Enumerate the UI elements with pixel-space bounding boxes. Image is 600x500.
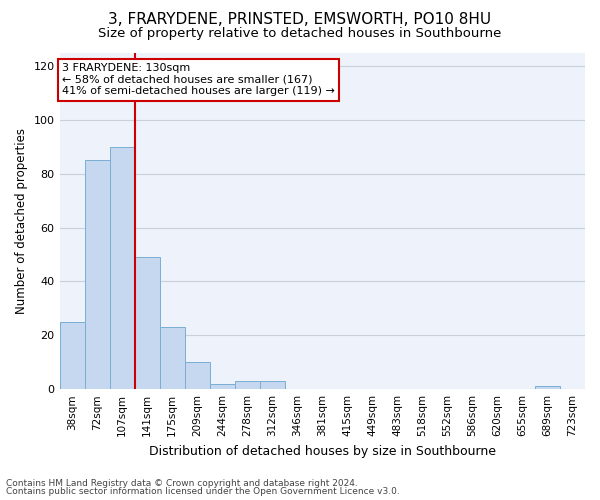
Bar xyxy=(185,362,209,389)
Bar xyxy=(235,381,260,389)
Text: 3, FRARYDENE, PRINSTED, EMSWORTH, PO10 8HU: 3, FRARYDENE, PRINSTED, EMSWORTH, PO10 8… xyxy=(109,12,491,28)
Y-axis label: Number of detached properties: Number of detached properties xyxy=(15,128,28,314)
Text: 3 FRARYDENE: 130sqm
← 58% of detached houses are smaller (167)
41% of semi-detac: 3 FRARYDENE: 130sqm ← 58% of detached ho… xyxy=(62,64,335,96)
Bar xyxy=(59,322,85,389)
Text: Contains HM Land Registry data © Crown copyright and database right 2024.: Contains HM Land Registry data © Crown c… xyxy=(6,478,358,488)
Bar xyxy=(160,327,185,389)
Text: Contains public sector information licensed under the Open Government Licence v3: Contains public sector information licen… xyxy=(6,487,400,496)
Bar xyxy=(110,147,134,389)
Bar xyxy=(134,257,160,389)
X-axis label: Distribution of detached houses by size in Southbourne: Distribution of detached houses by size … xyxy=(149,444,496,458)
Bar xyxy=(85,160,110,389)
Bar xyxy=(260,381,285,389)
Bar xyxy=(209,384,235,389)
Text: Size of property relative to detached houses in Southbourne: Size of property relative to detached ho… xyxy=(98,28,502,40)
Bar xyxy=(535,386,560,389)
